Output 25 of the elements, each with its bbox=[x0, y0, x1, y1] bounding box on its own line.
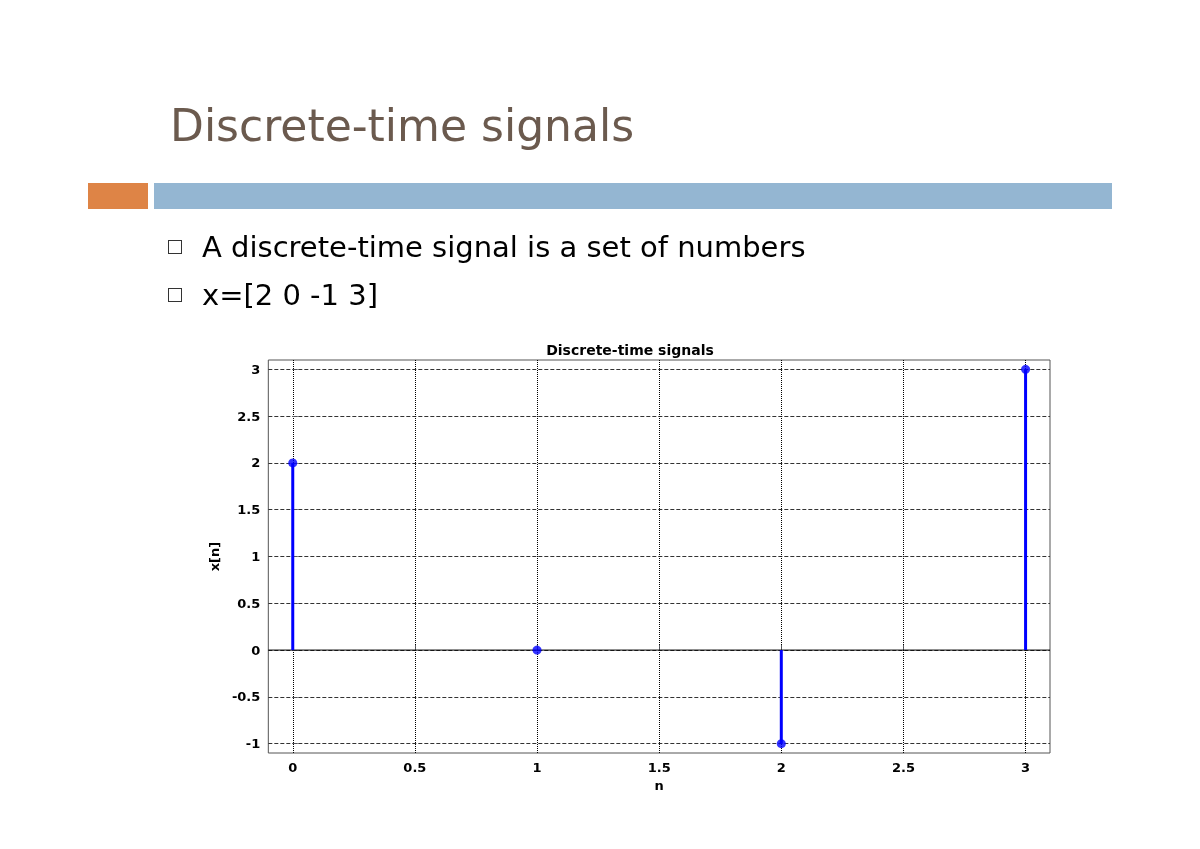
x-tick-label: 1 bbox=[532, 760, 542, 775]
x-tick-label: 2 bbox=[776, 760, 786, 775]
y-tick-label: 2.5 bbox=[237, 408, 261, 424]
point bbox=[288, 458, 298, 468]
y-axis-title: x[n] bbox=[207, 541, 222, 572]
x-axis-title: n bbox=[654, 777, 664, 793]
x-tick-label: 2.5 bbox=[891, 760, 915, 775]
point bbox=[776, 739, 786, 749]
y-tick-label: -0.5 bbox=[231, 689, 261, 705]
x-tick-label: 3 bbox=[1021, 760, 1031, 775]
chart-title: Discrete-time signals bbox=[170, 100, 635, 151]
y-tick-label: 1 bbox=[251, 549, 261, 564]
y-tick-label: -1 bbox=[245, 736, 261, 752]
text: x=[2 0 -1 3] bbox=[202, 278, 379, 312]
text: A discrete-time signal is a set of numbers bbox=[202, 230, 806, 264]
chart-subtitle: Discrete-time signals bbox=[546, 342, 714, 358]
y-tick-label: 0.5 bbox=[237, 595, 261, 611]
x-tick-label: 1.5 bbox=[647, 760, 671, 775]
y-tick-label: 2 bbox=[251, 455, 261, 471]
y-tick-label: 1.5 bbox=[237, 502, 261, 518]
x-tick-label: 0.5 bbox=[403, 760, 427, 775]
point bbox=[1021, 364, 1031, 374]
x-tick-label: 0 bbox=[288, 760, 298, 775]
y-tick-label: 0 bbox=[251, 642, 261, 658]
y-tick-label: 3 bbox=[251, 361, 261, 377]
